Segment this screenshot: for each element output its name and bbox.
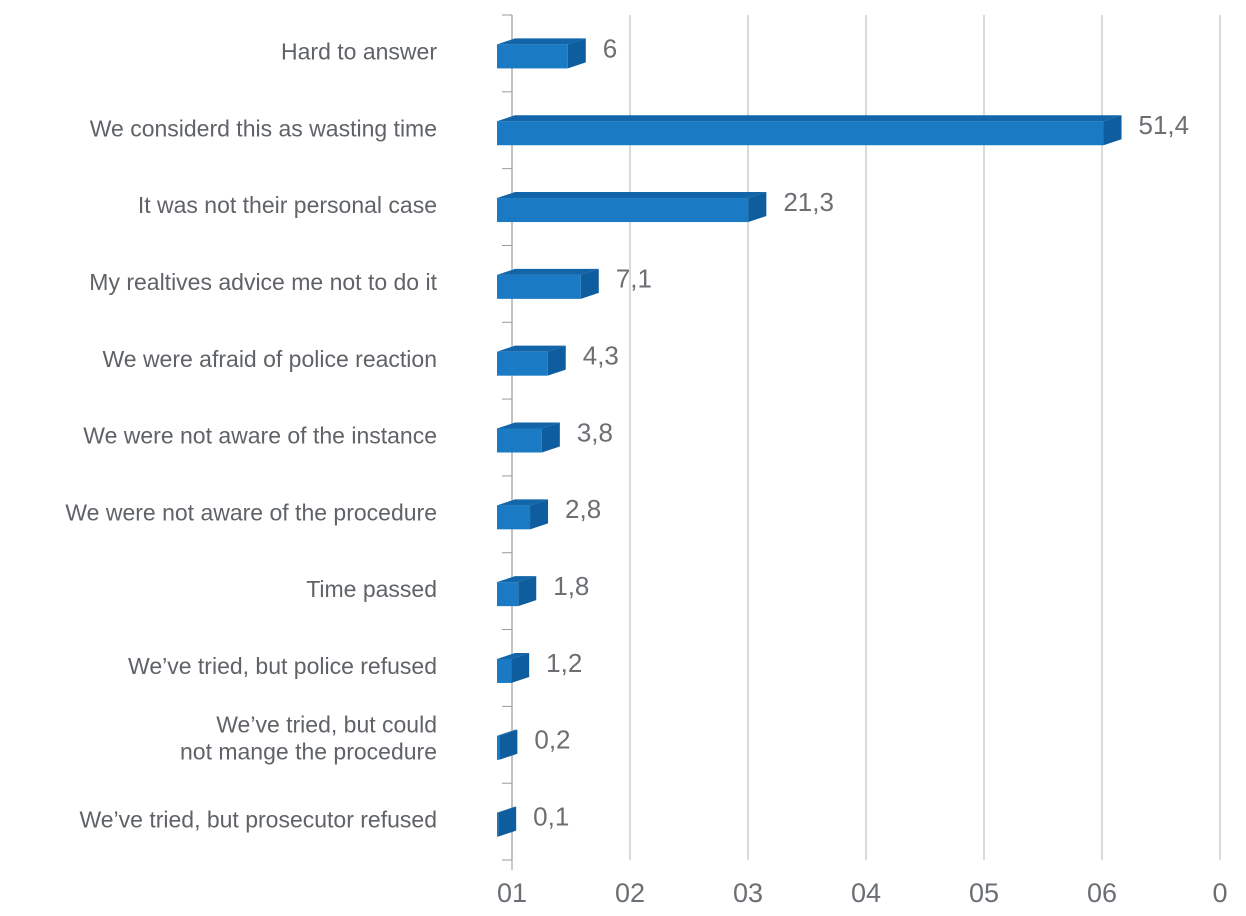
bar-side <box>511 652 530 683</box>
value-label: 0,1 <box>533 801 569 831</box>
value-label: 3,8 <box>577 417 613 447</box>
category-label: We’ve tried, but prosecutor refused <box>79 807 437 833</box>
category-label: We were not aware of the procedure <box>65 499 437 525</box>
category-label: We’ve tried, but could not mange the proc… <box>180 711 437 764</box>
bar-top <box>497 652 530 659</box>
value-label: 7,1 <box>616 264 652 294</box>
value-label: 0,2 <box>534 725 570 755</box>
bar <box>497 582 519 607</box>
category-label: We were not aware of the instance <box>83 423 437 449</box>
bar-top <box>497 576 537 583</box>
bar <box>497 121 1104 146</box>
bar <box>497 505 531 530</box>
value-label: 21,3 <box>783 187 834 217</box>
bar-top <box>497 806 517 813</box>
bar <box>497 658 512 683</box>
bar-top <box>497 192 767 199</box>
bar-top <box>497 729 518 736</box>
x-tick-label: 01 <box>497 878 527 908</box>
x-tick-label: 05 <box>969 878 999 908</box>
bar-side <box>567 38 586 69</box>
value-label: 1,8 <box>553 571 589 601</box>
bar-top <box>497 38 586 45</box>
bar <box>497 812 499 837</box>
bar-top <box>497 268 599 275</box>
bar-top <box>497 422 560 429</box>
bar-side <box>530 499 549 530</box>
bar <box>497 351 548 376</box>
category-label: We’ve tried, but police refused <box>128 653 437 679</box>
bar <box>497 735 500 760</box>
bar-side <box>547 345 566 376</box>
bar-top <box>497 345 566 352</box>
bar-side <box>518 576 537 607</box>
bar-side <box>498 806 517 837</box>
bar-top <box>497 115 1122 122</box>
x-tick-label: 04 <box>851 878 881 908</box>
bar <box>497 274 581 299</box>
bar <box>497 198 749 223</box>
bar-side <box>1103 115 1122 146</box>
bar <box>497 44 568 69</box>
category-label: We were afraid of police reaction <box>102 346 437 372</box>
value-label: 51,4 <box>1139 110 1190 140</box>
category-label: My realtives advice me not to do it <box>89 269 437 295</box>
bar-side <box>499 729 518 760</box>
x-tick-label: 06 <box>1087 878 1117 908</box>
bar-top <box>497 499 549 506</box>
bar-side <box>748 192 767 223</box>
category-label: Time passed <box>306 576 437 602</box>
bar-side <box>580 268 599 299</box>
value-label: 2,8 <box>565 494 601 524</box>
value-label: 6 <box>603 33 617 63</box>
x-tick-label: 0 <box>1212 878 1227 908</box>
bar <box>497 428 542 453</box>
category-label: We considerd this as wasting time <box>90 115 437 141</box>
bar-side <box>541 422 560 453</box>
x-tick-label: 03 <box>733 878 763 908</box>
category-label: It was not their personal case <box>138 192 437 218</box>
value-label: 4,3 <box>583 341 619 371</box>
value-label: 1,2 <box>546 648 582 678</box>
x-tick-label: 02 <box>615 878 645 908</box>
category-label: Hard to answer <box>281 38 437 64</box>
